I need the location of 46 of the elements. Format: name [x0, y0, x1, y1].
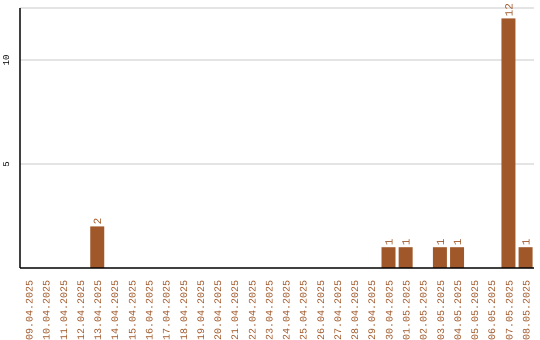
bar [450, 247, 464, 268]
x-tick-label: 23.04.2025 [265, 280, 276, 340]
x-tick-label: 04.05.2025 [454, 280, 465, 340]
x-tick-label: 24.04.2025 [282, 280, 294, 340]
x-tick-label: 18.04.2025 [180, 280, 191, 340]
x-tick-label: 28.04.2025 [351, 280, 362, 340]
data-label: 1 [453, 238, 466, 246]
data-label: 1 [436, 238, 448, 246]
bar [432, 247, 447, 268]
x-tick-label: 07.05.2025 [505, 280, 516, 340]
x-tick-label: 17.04.2025 [162, 280, 174, 340]
x-tick-label: 09.04.2025 [26, 280, 37, 340]
x-tick-label: 02.05.2025 [420, 280, 431, 340]
y-tick-label: 10 [2, 54, 12, 66]
bar [398, 247, 413, 268]
y-tick-label: 5 [2, 161, 12, 167]
bar [501, 18, 516, 268]
x-tick-label: 20.04.2025 [214, 280, 226, 340]
data-label: 1 [402, 238, 414, 246]
x-tick-label: 25.04.2025 [300, 280, 311, 340]
x-tick-label: 06.05.2025 [488, 280, 500, 340]
x-tick-label: 21.04.2025 [231, 280, 242, 340]
x-tick-label: 19.04.2025 [196, 280, 208, 340]
x-tick-label: 16.04.2025 [146, 280, 156, 340]
x-tick-label: 05.05.2025 [471, 280, 482, 340]
x-tick-label: 11.04.2025 [60, 280, 71, 340]
bar [382, 247, 396, 268]
x-tick-label: 14.04.2025 [111, 280, 122, 340]
bar [518, 247, 533, 268]
x-tick-label: 08.05.2025 [522, 280, 534, 340]
data-label: 1 [522, 238, 534, 246]
x-tick-label: 22.04.2025 [248, 280, 260, 340]
x-tick-label: 26.04.2025 [316, 280, 328, 340]
x-tick-label: 13.04.2025 [94, 280, 106, 340]
x-tick-label: 12.04.2025 [76, 280, 88, 340]
data-label: 12 [504, 3, 516, 16]
data-label: 1 [384, 238, 397, 246]
x-tick-label: 15.04.2025 [128, 280, 140, 340]
bar [90, 226, 104, 268]
x-tick-label: 10.04.2025 [42, 280, 54, 340]
x-tick-label: 01.05.2025 [402, 280, 414, 340]
x-tick-label: 27.04.2025 [334, 280, 345, 340]
x-tick-label: 30.04.2025 [385, 280, 396, 340]
x-tick-label: 29.04.2025 [368, 280, 380, 340]
x-tick-label: 03.05.2025 [436, 280, 448, 340]
data-label: 2 [93, 218, 106, 224]
